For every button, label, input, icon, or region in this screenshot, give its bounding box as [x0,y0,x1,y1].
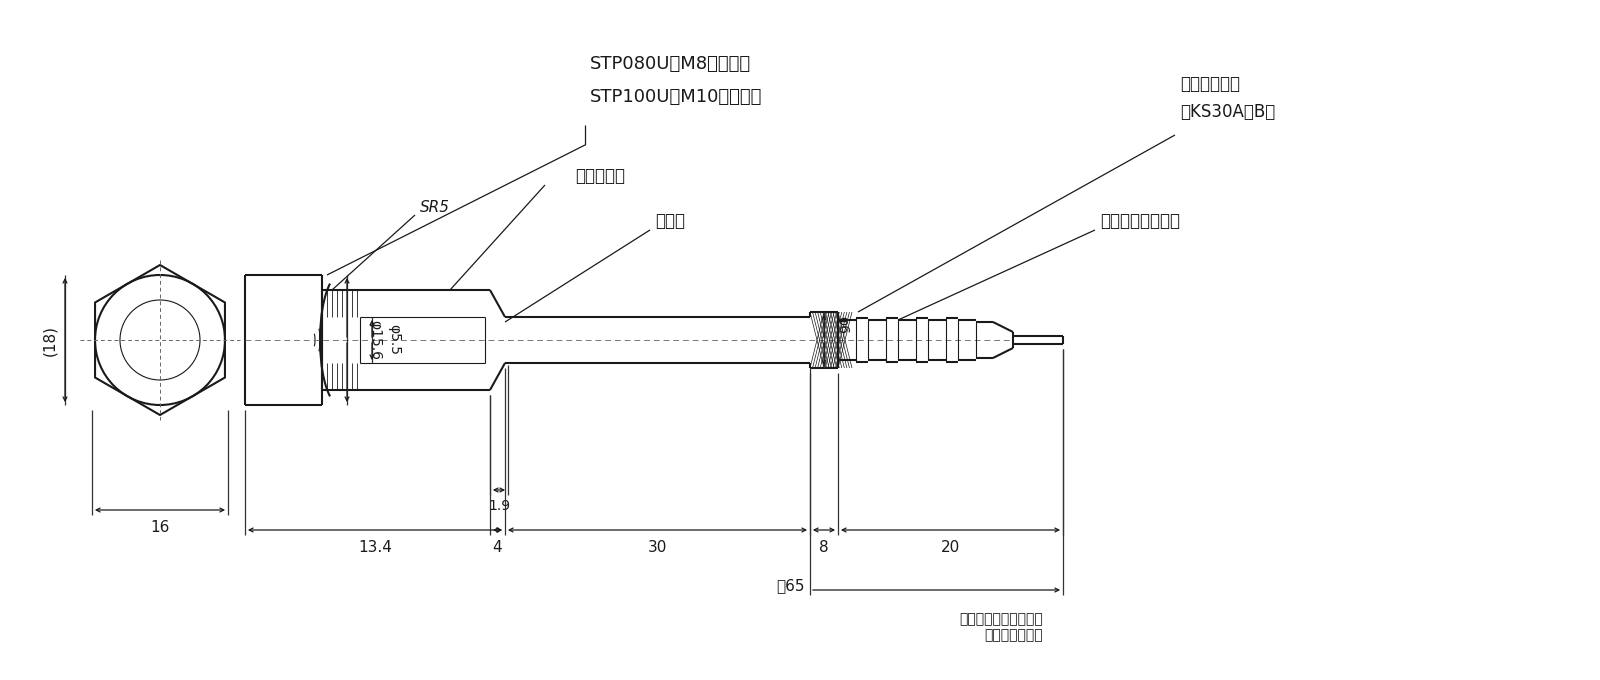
Text: 1.9: 1.9 [488,499,510,513]
Text: （KS30A／B）: （KS30A／B） [1181,103,1275,121]
Text: ブーツ保護: ブーツ保護 [574,167,626,185]
Text: 8: 8 [819,541,829,556]
Text: 20: 20 [941,541,960,556]
Text: スキマ: スキマ [654,212,685,230]
Text: 4: 4 [493,541,502,556]
Text: 13.4: 13.4 [358,541,392,556]
Text: コードプロテクタ: コードプロテクタ [1101,212,1181,230]
Text: カートリッジ: カートリッジ [1181,75,1240,93]
Text: φ15.6: φ15.6 [368,320,382,360]
Text: STP080U：M8（並目）: STP080U：M8（並目） [590,55,750,73]
Text: SR5: SR5 [419,200,450,215]
Text: φ5.5: φ5.5 [387,324,402,356]
Text: 16: 16 [150,520,170,536]
Text: (18): (18) [43,324,58,356]
Text: 約65: 約65 [776,579,805,594]
Text: 要するスペース: 要するスペース [984,628,1043,642]
Text: STP100U：M10（並目）: STP100U：M10（並目） [590,88,762,106]
Text: φ6: φ6 [835,316,850,334]
Text: 30: 30 [648,541,667,556]
Text: カートリッジ取外しに: カートリッジ取外しに [960,612,1043,626]
